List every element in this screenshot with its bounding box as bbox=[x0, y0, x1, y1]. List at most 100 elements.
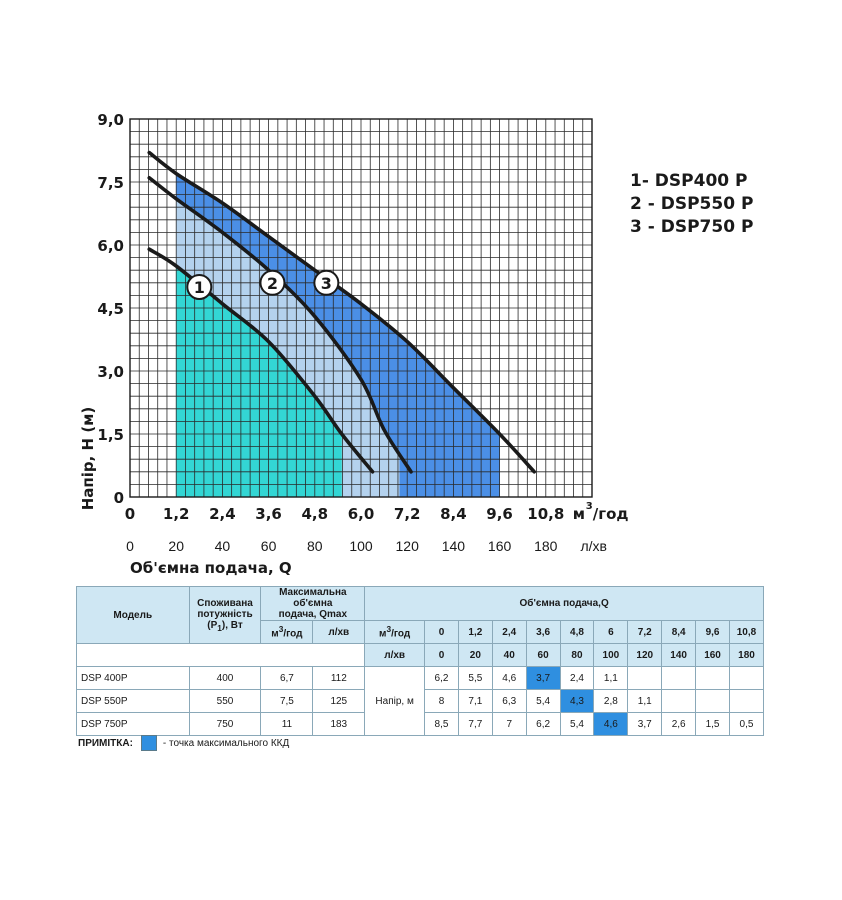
note: ПРИМІТКА: - точка максимального ККД bbox=[78, 735, 289, 751]
head-value-cell: 2,6 bbox=[661, 712, 697, 736]
x-tick-label-lpm: 100 bbox=[349, 538, 373, 554]
flow-lpm-6: 120 bbox=[627, 643, 663, 667]
head-value-cell: 1,5 bbox=[695, 712, 730, 736]
flow-lpm-1: 20 bbox=[457, 643, 493, 667]
note-text: - точка максимального ККД bbox=[162, 737, 290, 749]
x-tick-label: 6,0 bbox=[348, 505, 375, 523]
x-tick-label-lpm: 120 bbox=[396, 538, 420, 554]
y-tick-label: 1,5 bbox=[97, 426, 124, 444]
y-tick-label: 9,0 bbox=[97, 111, 124, 129]
legend-item-dsp550: 2 - DSP550 P bbox=[630, 194, 754, 214]
x-tick-label: 10,8 bbox=[527, 505, 564, 523]
qmax-lpm-cell: 125 bbox=[312, 689, 366, 713]
head-value-cell: 3,7 bbox=[627, 712, 663, 736]
x-tick-label: 2,4 bbox=[209, 505, 236, 523]
head-value-cell: 7,1 bbox=[457, 689, 493, 713]
flow-lpm-4: 80 bbox=[559, 643, 595, 667]
head-value-cell bbox=[728, 666, 765, 690]
power-cell: 550 bbox=[188, 689, 262, 713]
note-swatch bbox=[140, 735, 157, 751]
y-tick-label: 6,0 bbox=[97, 237, 124, 255]
qmax-m3-cell: 6,7 bbox=[260, 666, 314, 690]
table-row: DSP 400P 400 6,7 112 Напір, м 6,2 5,5 4,6 3,7 2,4… bbox=[76, 666, 765, 736]
header-qmax-lpm: л/хв bbox=[312, 620, 366, 644]
flow-m3-5: 6 bbox=[593, 620, 629, 644]
head-value-cell: 8 bbox=[424, 689, 459, 713]
head-value-cell bbox=[661, 689, 697, 713]
head-label-cell: Напір, м bbox=[364, 666, 426, 736]
flow-m3-6: 7,2 bbox=[627, 620, 663, 644]
x-tick-label-lpm: 80 bbox=[307, 538, 323, 554]
series-line-2 bbox=[147, 176, 413, 474]
x-unit-main: м bbox=[573, 505, 585, 523]
note-label: ПРИМІТКА: bbox=[78, 737, 133, 749]
qmax-lpm-cell: 112 bbox=[312, 666, 366, 690]
qmax-m3-cell: 11 bbox=[260, 712, 314, 736]
x-tick-label-lpm: 160 bbox=[488, 538, 512, 554]
head-value-cell: 2,8 bbox=[593, 689, 629, 713]
x-tick-label-lpm: 0 bbox=[126, 538, 134, 554]
qmax-m3-cell: 7,5 bbox=[260, 689, 314, 713]
model-cell: DSP 400P bbox=[76, 666, 190, 690]
head-value-cell: 5,4 bbox=[525, 689, 561, 713]
model-cell: DSP 550P bbox=[76, 689, 190, 713]
flow-m3-1: 1,2 bbox=[457, 620, 493, 644]
head-value-cell: 4,6 bbox=[593, 712, 629, 736]
flow-lpm-2: 40 bbox=[491, 643, 527, 667]
flow-m3-2: 2,4 bbox=[491, 620, 527, 644]
power-cell: 400 bbox=[188, 666, 262, 690]
series-label-2: 2 bbox=[267, 274, 278, 293]
x-unit-main-sup: 3 bbox=[586, 501, 593, 512]
x-tick-label: 8,4 bbox=[440, 505, 467, 523]
header-flow: Об'ємна подача,Q bbox=[364, 586, 764, 621]
head-value-cell: 6,2 bbox=[424, 666, 459, 690]
legend-item-dsp750: 3 - DSP750 P bbox=[630, 217, 754, 237]
flow-lpm-5: 100 bbox=[593, 643, 629, 667]
head-value-cell: 6,3 bbox=[491, 689, 527, 713]
x-axis-title: Об'ємна подача, Q bbox=[130, 559, 292, 577]
header-flow-lpm-unit: л/хв bbox=[364, 643, 426, 667]
head-value-cell: 5,5 bbox=[457, 666, 493, 690]
qmax-lpm-cell: 183 bbox=[312, 712, 366, 736]
series-label-circle-2 bbox=[259, 269, 286, 296]
spec-table: Модель Споживана потужність (P1), Вт Мак… bbox=[75, 586, 765, 736]
flow-lpm-8: 160 bbox=[695, 643, 730, 667]
head-value-cell: 7,7 bbox=[457, 712, 493, 736]
head-value-cell: 3,7 bbox=[525, 666, 561, 690]
x-tick-label: 9,6 bbox=[486, 505, 513, 523]
head-value-cell bbox=[695, 666, 730, 690]
head-value-cell: 6,2 bbox=[525, 712, 561, 736]
head-value-cell bbox=[728, 689, 765, 713]
x-tick-label-lpm: 40 bbox=[215, 538, 231, 554]
x-tick-label: 7,2 bbox=[394, 505, 421, 523]
header-power: Споживана потужність (P1), Вт bbox=[188, 586, 262, 644]
head-value-cell: 4,3 bbox=[559, 689, 595, 713]
flow-m3-3: 3,6 bbox=[525, 620, 561, 644]
y-tick-label: 4,5 bbox=[97, 300, 124, 318]
head-value-cell: 1,1 bbox=[627, 689, 663, 713]
y-axis-title: Напір, H (м) bbox=[79, 407, 97, 511]
head-value-cell: 2,4 bbox=[559, 666, 595, 690]
x-tick-label: 1,2 bbox=[163, 505, 190, 523]
x-tick-label-lpm: 180 bbox=[534, 538, 558, 554]
y-tick-label: 0 bbox=[114, 489, 124, 507]
x-tick-label-lpm: 20 bbox=[168, 538, 184, 554]
head-value-cell: 5,4 bbox=[559, 712, 595, 736]
y-tick-label: 7,5 bbox=[97, 174, 124, 192]
x-tick-label: 0 bbox=[125, 505, 135, 523]
header-qmax: Максимальна об'ємна подача, Qmax bbox=[260, 586, 366, 621]
flow-lpm-0: 0 bbox=[424, 643, 459, 667]
pump-curve-chart: 1 2 3 0 1,5 3,0 4,5 6,0 7,5 9,0 0 1,2 2,4 3,6 4,8 6,0 7,… bbox=[79, 111, 629, 577]
chart-legend: 1- DSP400 P 2 - DSP550 P 3 - DSP750 P bbox=[630, 170, 754, 239]
legend-item-dsp400: 1- DSP400 P bbox=[630, 171, 748, 191]
header-model: Модель bbox=[76, 586, 190, 644]
series-label-3: 3 bbox=[321, 274, 332, 293]
header-flow-m3-unit: м3/год bbox=[364, 620, 426, 644]
header-qmax-m3: м3/год bbox=[260, 620, 314, 644]
y-tick-label: 3,0 bbox=[97, 363, 124, 381]
series-line-3 bbox=[147, 150, 537, 474]
head-value-cell: 1,1 bbox=[593, 666, 629, 690]
head-value-cell bbox=[661, 666, 697, 690]
head-value-cell: 7 bbox=[491, 712, 527, 736]
series-line-1 bbox=[147, 247, 375, 474]
